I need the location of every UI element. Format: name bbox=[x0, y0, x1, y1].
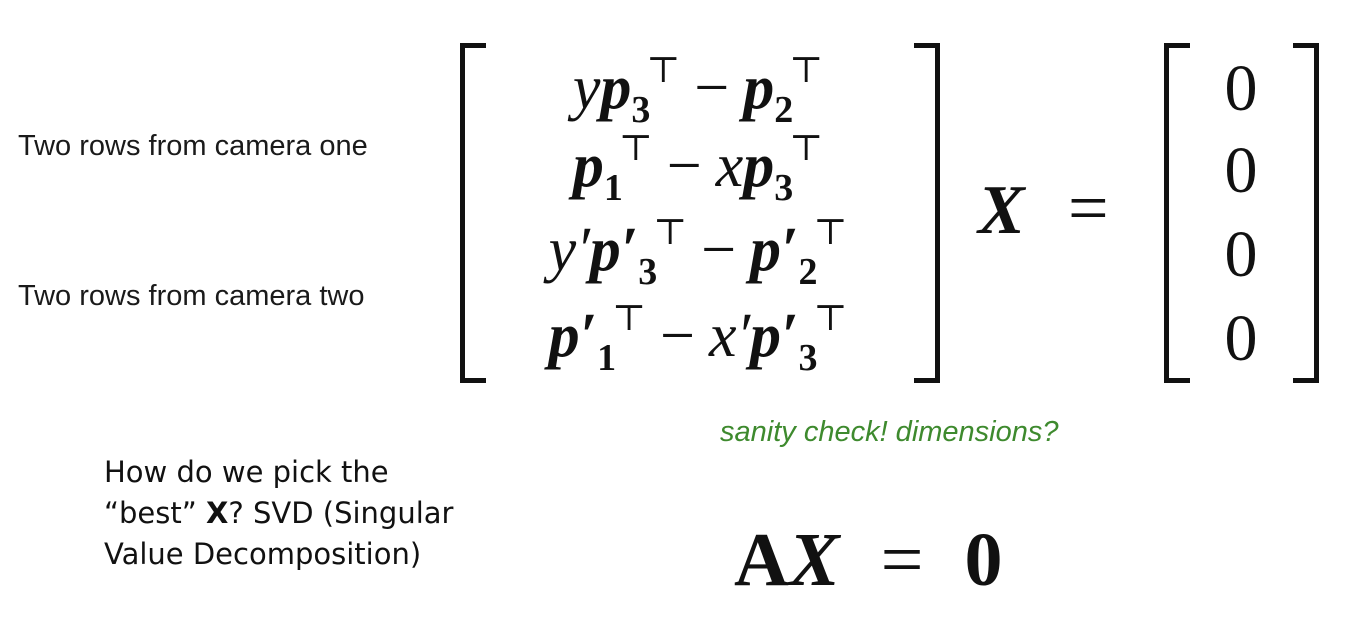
question-line-1: How do we pick the bbox=[104, 455, 389, 489]
question-text: ? SVD (Singular bbox=[228, 496, 454, 530]
zero-vector-bracket-close bbox=[1293, 43, 1319, 383]
zero-entry: 0 bbox=[1224, 52, 1258, 125]
row-index: 3 bbox=[798, 337, 818, 379]
zero-entry: 0 bbox=[1224, 134, 1258, 207]
question-x-bold: X bbox=[206, 496, 229, 530]
matrix-row: p′1⊤ − x′p′3⊤ bbox=[549, 300, 848, 377]
right-term: x′p′3⊤ bbox=[708, 300, 847, 377]
projection-row-vector: p bbox=[572, 132, 604, 200]
coefficient: y bbox=[572, 54, 601, 122]
matrix-row: y′p′3⊤ − p′2⊤ bbox=[549, 214, 848, 291]
transpose-symbol: ⊤ bbox=[653, 212, 688, 252]
minus-operator: − bbox=[659, 302, 695, 370]
sanity-check-note: sanity check! dimensions? bbox=[720, 416, 1059, 448]
transpose-symbol: ⊤ bbox=[646, 50, 681, 90]
right-term: p2⊤ bbox=[743, 52, 823, 129]
left-term: y′p′3⊤ bbox=[548, 214, 687, 291]
zero-vector: 0 bbox=[964, 518, 1003, 602]
matrix-row: p1⊤ − xp3⊤ bbox=[573, 130, 823, 207]
left-term: p1⊤ bbox=[572, 130, 653, 207]
minus-operator: − bbox=[701, 216, 737, 284]
right-term: p′2⊤ bbox=[750, 214, 847, 291]
projection-row-vector: p′ bbox=[548, 302, 598, 370]
transpose-symbol: ⊤ bbox=[813, 212, 848, 252]
coefficient: y′ bbox=[548, 216, 590, 284]
question-line-2: “best” X? SVD (Singular bbox=[104, 493, 484, 534]
transpose-symbol: ⊤ bbox=[612, 298, 646, 338]
right-term: xp3⊤ bbox=[715, 130, 823, 207]
unknown-vector: X bbox=[978, 172, 1025, 249]
minus-operator: − bbox=[694, 54, 730, 122]
matrix-a: A bbox=[734, 518, 789, 602]
transpose-symbol: ⊤ bbox=[789, 128, 824, 168]
coefficient: x bbox=[715, 132, 744, 200]
projection-row-vector: p bbox=[743, 132, 775, 200]
row-index: 3 bbox=[631, 89, 651, 131]
projection-row-vector: p′ bbox=[589, 216, 639, 284]
question-text: “best” bbox=[104, 496, 206, 530]
transpose-symbol: ⊤ bbox=[789, 50, 824, 90]
row-index: 1 bbox=[603, 167, 623, 209]
compact-equation: AX = 0 bbox=[734, 522, 1002, 598]
matrix-left-bracket-close bbox=[914, 43, 940, 383]
equals-sign: = bbox=[1068, 168, 1109, 248]
left-term: yp3⊤ bbox=[572, 52, 680, 129]
projection-row-vector: p′ bbox=[750, 216, 799, 284]
projection-row-vector: p′ bbox=[750, 302, 799, 370]
vector-x: X bbox=[788, 518, 840, 602]
minus-operator: − bbox=[666, 132, 702, 200]
row-index: 3 bbox=[774, 167, 794, 209]
label-camera-two: Two rows from camera two bbox=[18, 280, 365, 312]
row-index: 2 bbox=[774, 89, 794, 131]
left-term: p′1⊤ bbox=[548, 300, 646, 377]
question-line-3: Value Decomposition) bbox=[104, 537, 422, 571]
svd-question: How do we pick the “best” X? SVD (Singul… bbox=[104, 452, 484, 575]
row-index: 1 bbox=[597, 337, 617, 379]
zero-entry: 0 bbox=[1224, 218, 1258, 291]
matrix-left-bracket-open bbox=[460, 43, 486, 383]
row-index: 3 bbox=[638, 251, 658, 293]
transpose-symbol: ⊤ bbox=[813, 298, 848, 338]
projection-row-vector: p bbox=[743, 54, 775, 122]
compact-equals: = bbox=[880, 518, 924, 602]
transpose-symbol: ⊤ bbox=[618, 128, 653, 168]
matrix-row: yp3⊤ − p2⊤ bbox=[573, 52, 823, 129]
coefficient: x′ bbox=[708, 302, 751, 370]
projection-row-vector: p bbox=[600, 54, 632, 122]
zero-vector-bracket-open bbox=[1164, 43, 1190, 383]
row-index: 2 bbox=[798, 251, 818, 293]
label-camera-one: Two rows from camera one bbox=[18, 130, 368, 162]
zero-entry: 0 bbox=[1224, 302, 1258, 375]
